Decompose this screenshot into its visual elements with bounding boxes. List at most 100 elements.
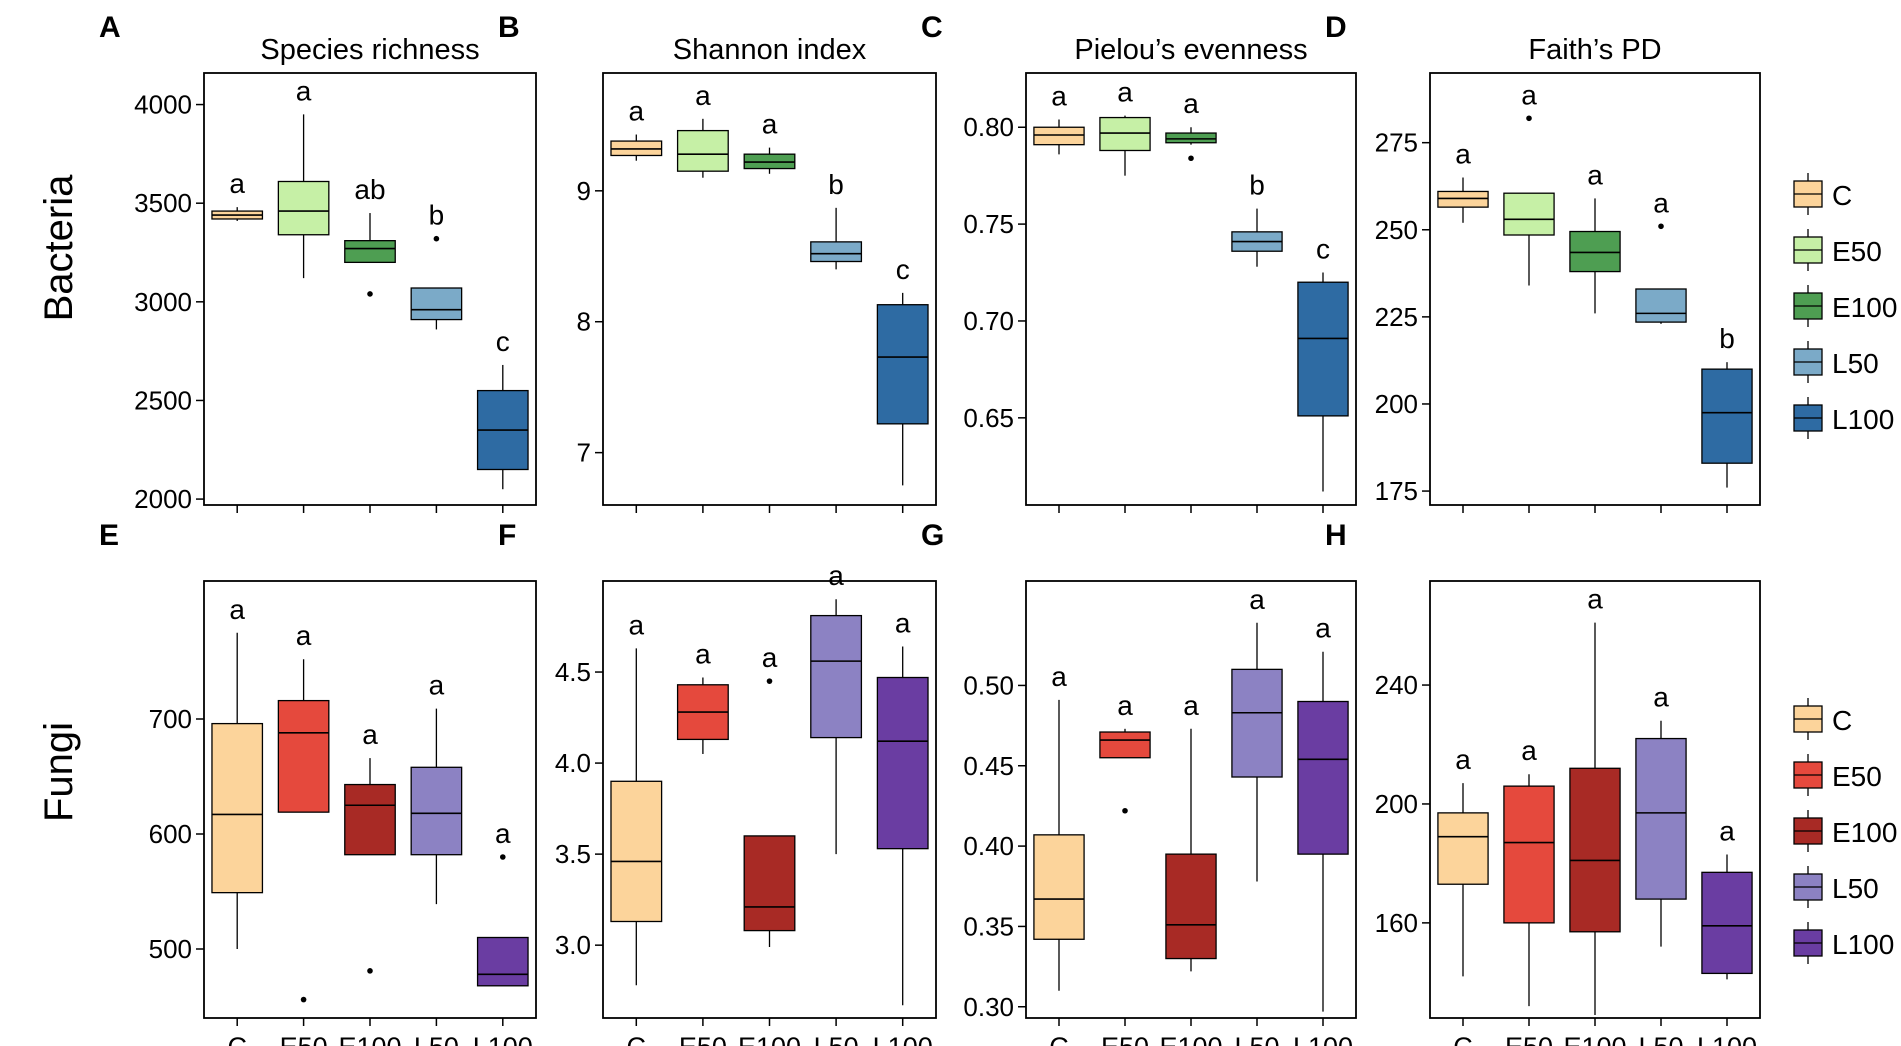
box-iqr (610, 780, 663, 923)
y-tick-label: 240 (1375, 670, 1418, 700)
significance-letter: c (1316, 234, 1330, 265)
box-l100: a (876, 608, 929, 1006)
significance-letter: a (1183, 88, 1199, 119)
legend-label: C (1832, 705, 1852, 736)
box-e50: a (1099, 77, 1151, 176)
panel-letter: G (921, 519, 944, 552)
box-iqr (743, 835, 796, 932)
box-c: a (1437, 744, 1489, 977)
significance-letter: b (429, 200, 445, 231)
panel-frame (1025, 580, 1357, 1019)
panel-a: A Species richness 2000 2500 3000 3500 4000 a a a… (99, 11, 537, 514)
significance-letter: a (1117, 77, 1133, 108)
panel-c: C Pielou’s evenness 0.65 0.70 0.75 0.80 a a a b c (921, 11, 1357, 513)
box-iqr (810, 241, 863, 263)
box-iqr (1635, 737, 1687, 900)
significance-letter: a (1521, 735, 1537, 766)
legend-item-l100: L100 (1793, 922, 1894, 964)
box-iqr (1231, 668, 1283, 778)
panel-frame (203, 580, 537, 1019)
box-iqr (344, 783, 396, 856)
x-tick-label: C (1453, 1032, 1473, 1046)
legend-item-l100: L100 (1793, 397, 1894, 439)
outlier-point (367, 291, 373, 297)
box-e50: a (1099, 690, 1151, 814)
significance-letter: a (762, 642, 778, 673)
box-l100: c (1297, 234, 1349, 492)
box-c: a (211, 168, 264, 221)
outlier-point (367, 968, 373, 974)
x-tick-label: E50 (280, 1032, 328, 1046)
box-iqr (277, 180, 330, 236)
box-iqr (810, 614, 863, 739)
box-iqr (676, 129, 729, 172)
significance-letter: b (1719, 323, 1735, 354)
panel-d: D Faith’s PD 175 200 225 250 275 a a a a b (1325, 11, 1761, 513)
y-tick-label: 4.5 (555, 657, 591, 687)
box-e100: ab (344, 174, 396, 297)
box-iqr (1099, 116, 1151, 152)
x-tick-label: E100 (1159, 1032, 1222, 1046)
significance-letter: a (762, 109, 778, 140)
significance-letter: a (362, 719, 378, 750)
significance-letter: a (1183, 690, 1199, 721)
significance-letter: a (828, 560, 844, 591)
box-iqr (1165, 853, 1217, 960)
legend-item-l50: L50 (1793, 341, 1879, 383)
x-tick-label: E100 (338, 1032, 401, 1046)
legend-bacteria: C E50 E100 L50 L100 (1793, 173, 1897, 439)
outlier-point (500, 854, 506, 860)
outlier-point (300, 996, 307, 1003)
significance-letter: a (695, 639, 711, 670)
box-l50: a (410, 670, 463, 905)
legend-item-e50: E50 (1793, 229, 1882, 271)
panel-h: H 160 200 240 a Ca E50 a E100 a L50 a L100 (1325, 519, 1761, 1046)
box-iqr (1569, 230, 1621, 273)
outlier-point (1526, 115, 1532, 122)
box-c: a (211, 594, 264, 949)
outlier-point (1188, 155, 1194, 162)
x-tick-label: C (1049, 1032, 1069, 1046)
legend-item-e100: E100 (1793, 810, 1897, 852)
legend-label: L50 (1832, 873, 1879, 904)
box-iqr (1503, 192, 1555, 236)
box-l100: a (476, 818, 529, 987)
significance-letter: a (1051, 661, 1067, 692)
box-iqr (1635, 288, 1687, 323)
x-tick-label: L100 (1293, 1032, 1353, 1046)
significance-letter: c (896, 254, 910, 285)
box-iqr (1569, 767, 1621, 933)
significance-letter: a (1521, 79, 1537, 110)
x-tick-label: L100 (473, 1032, 533, 1046)
box-iqr (876, 676, 929, 850)
significance-letter: a (1315, 613, 1331, 644)
box-iqr (1701, 368, 1753, 464)
significance-letter: a (229, 168, 245, 199)
significance-letter: a (1117, 690, 1133, 721)
significance-letter: b (1249, 170, 1265, 201)
box-iqr (1099, 731, 1151, 759)
box-l50: b (810, 169, 863, 270)
significance-letter: a (1051, 80, 1067, 111)
legend-label: L100 (1832, 404, 1894, 435)
row-label-bacteria: Bacteria (37, 174, 81, 321)
box-e50: a (676, 639, 729, 754)
panel-title: Species richness (260, 34, 479, 66)
box-c: a (1033, 661, 1085, 991)
outlier-point (433, 235, 440, 242)
x-tick-label: C (227, 1032, 247, 1046)
legend-item-l50: L50 (1793, 866, 1879, 908)
box-l100: a (1701, 815, 1753, 980)
significance-letter: a (495, 818, 511, 849)
panel-title: Pielou’s evenness (1074, 34, 1307, 66)
box-iqr (211, 722, 264, 894)
legend-label: L100 (1832, 929, 1894, 960)
legend-label: E50 (1832, 761, 1882, 792)
significance-letter: a (296, 75, 312, 106)
box-l50: a (1635, 187, 1687, 324)
box-c: a (1033, 80, 1085, 155)
x-tick-label: L100 (1697, 1032, 1757, 1046)
box-c: a (610, 609, 663, 986)
legend-label: E50 (1832, 236, 1882, 267)
panel-e: E 500 600 700 a Ca E50 a E100 a L50 a L100 (99, 519, 537, 1046)
